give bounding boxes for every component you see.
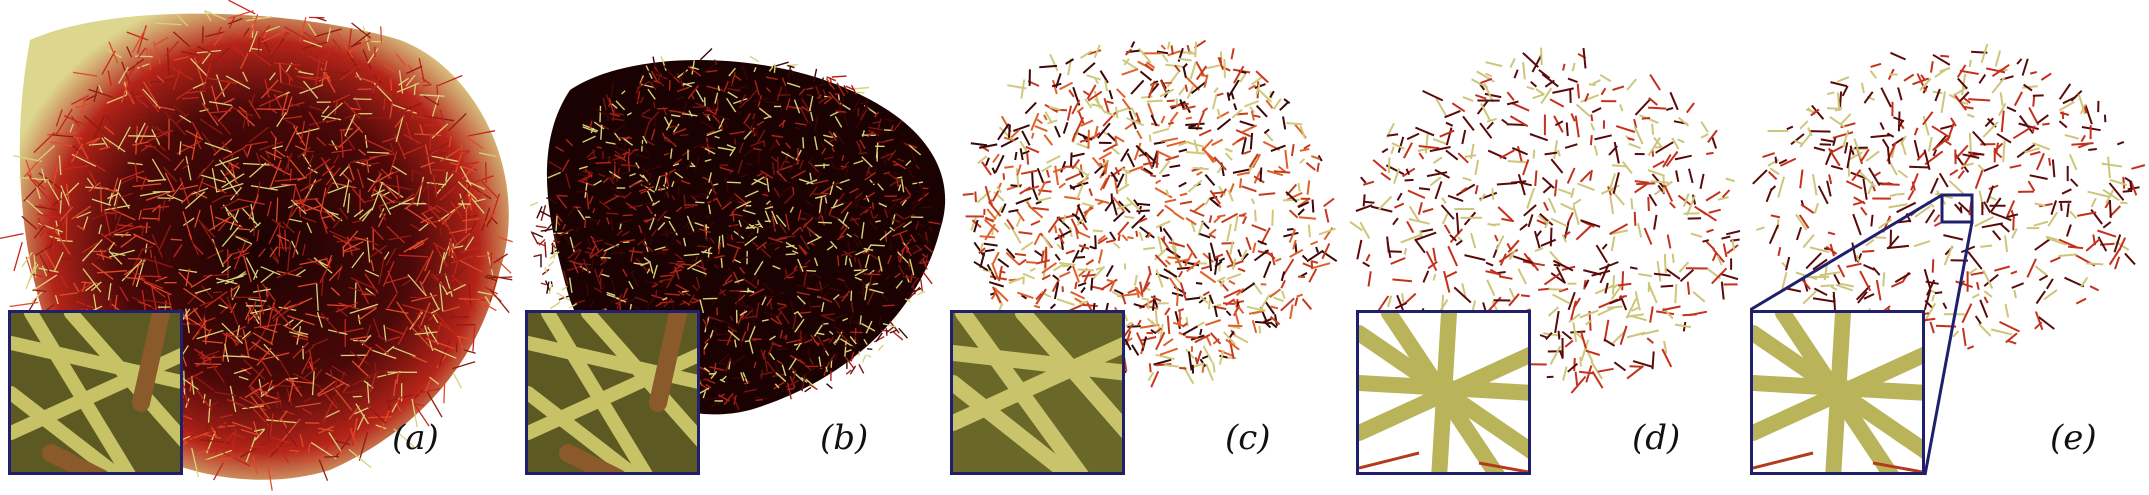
branch-strands-a xyxy=(0,0,513,491)
inset-a xyxy=(8,310,183,475)
panel-label-d: (d) xyxy=(1632,418,1681,458)
inset-c xyxy=(950,310,1125,475)
tree-render-e xyxy=(1750,43,2146,476)
panel-c: (c) xyxy=(950,0,1350,495)
panel-label-a: (a) xyxy=(392,418,439,458)
zoom-connector-bottom xyxy=(1923,221,1974,476)
zoom-connector-top xyxy=(1750,193,1943,312)
panel-b: (b) xyxy=(520,0,950,495)
inset-d xyxy=(1356,310,1531,475)
branch-strands-e xyxy=(1752,43,2146,350)
inset-tubes-a xyxy=(11,313,180,472)
inset-e xyxy=(1750,310,1925,475)
panel-label-e: (e) xyxy=(2050,418,2097,458)
panel-e: (e) xyxy=(1750,0,2149,495)
branch-strands-d xyxy=(1350,47,1741,394)
panel-label-c: (c) xyxy=(1225,418,1271,458)
zoom-region-box xyxy=(1940,193,1974,224)
panel-label-b: (b) xyxy=(820,418,869,458)
inset-b xyxy=(525,310,700,475)
panel-d: (d) xyxy=(1350,0,1750,495)
tree-render-d xyxy=(1350,47,1741,394)
panel-a: (a) xyxy=(0,0,520,495)
